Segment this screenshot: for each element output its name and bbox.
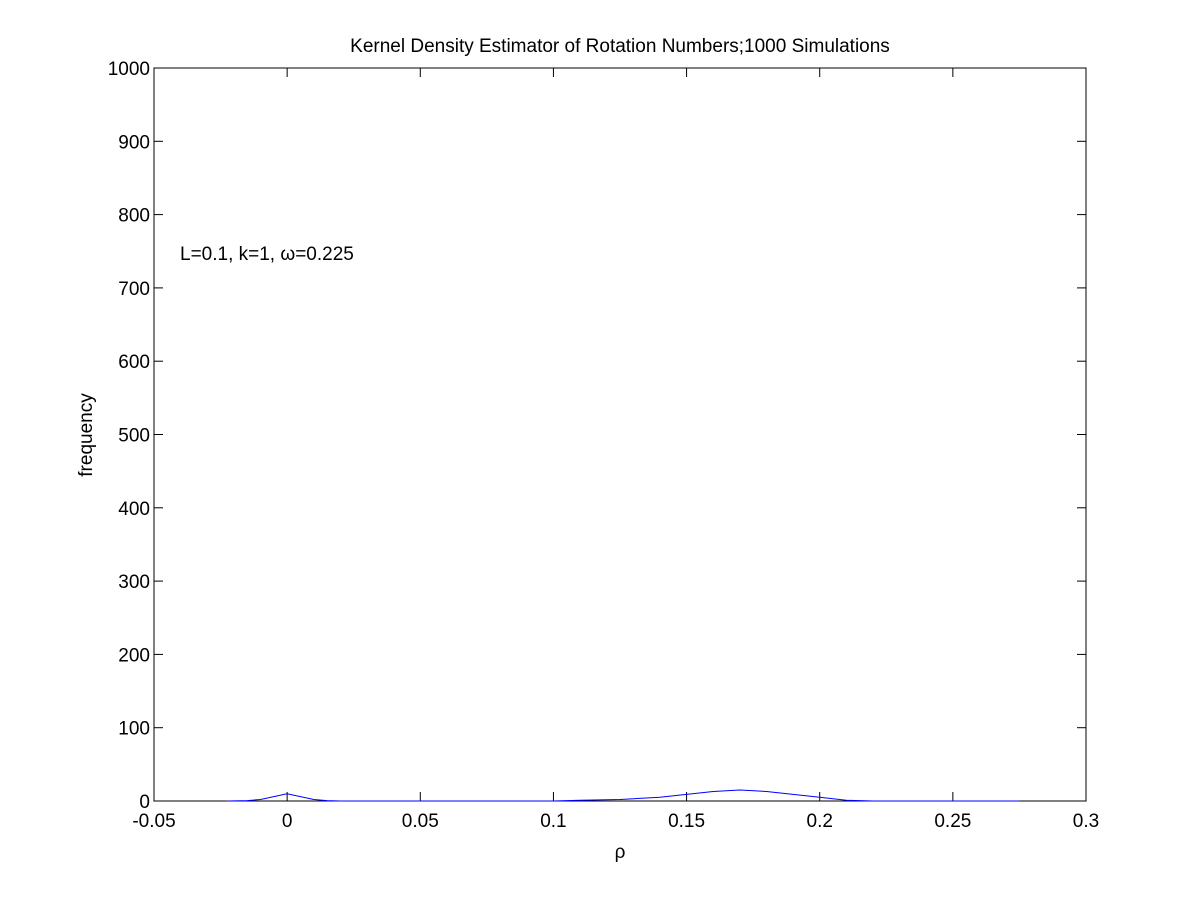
y-tick-label: 200: [118, 645, 150, 666]
y-tick-label: 700: [118, 279, 150, 300]
density-series-line: [227, 789, 1020, 802]
x-tick-label: 0.3: [1073, 811, 1099, 832]
y-tick-label: 400: [118, 499, 150, 520]
x-tick-label: 0.1: [540, 811, 566, 832]
y-tick-label: 500: [118, 426, 150, 447]
y-tick-label: 100: [118, 719, 150, 740]
y-tick-labels: 0 100 200 300 400 500 600 700 800 900 1000: [108, 59, 150, 813]
x-tick-label: -0.05: [132, 811, 175, 832]
x-tick-label: 0.05: [402, 811, 439, 832]
x-tick-label: 0.2: [807, 811, 833, 832]
x-tick-label: 0.15: [668, 811, 705, 832]
plot-area-box: [153, 67, 1087, 802]
y-tick-label: 800: [118, 206, 150, 227]
x-tick-label: 0.25: [934, 811, 971, 832]
y-tick-label: 1000: [108, 59, 150, 80]
axis-ticks: [153, 67, 1087, 802]
y-tick-label: 300: [118, 572, 150, 593]
y-tick-label: 600: [118, 352, 150, 373]
y-tick-label: 0: [139, 792, 150, 813]
parameter-annotation: L=0.1, k=1, ω=0.225: [180, 244, 354, 265]
chart-title: Kernel Density Estimator of Rotation Num…: [350, 36, 890, 57]
x-tick-label: 0: [282, 811, 293, 832]
x-axis-label: ρ: [615, 842, 626, 863]
x-tick-labels: -0.05 0 0.05 0.1 0.15 0.2 0.25 0.3: [132, 811, 1099, 832]
y-axis-label: frequency: [76, 393, 97, 477]
y-tick-label: 900: [118, 132, 150, 153]
